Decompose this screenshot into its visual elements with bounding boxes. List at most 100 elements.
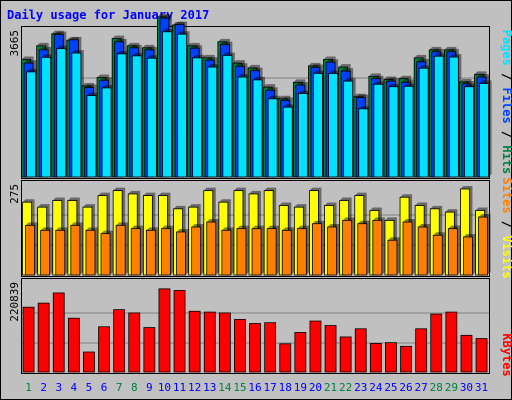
side-label-segment: /: [500, 66, 512, 88]
bar-kbytes-day-4: [67, 317, 80, 373]
bar-sites-day-4: [70, 224, 81, 276]
x-tick-label-8: 8: [131, 381, 138, 394]
bar-pages-day-4: [71, 52, 82, 178]
side-label-segment: Files: [500, 88, 512, 124]
x-tick-label-19: 19: [294, 381, 307, 394]
side-label-segment: Hits: [500, 145, 512, 174]
visits-sites-panel: 275 Sites / Visits: [8, 177, 512, 278]
x-axis-day-labels: 1 2 3 4 5 6 7 8 9 10 11 12 13 14 15 16 17 18 19 20 21 22 23 24 2…: [25, 381, 488, 394]
x-tick-label-20: 20: [309, 381, 322, 394]
bar-sites-day-5: [85, 229, 96, 276]
bar-kbytes-day-1: [22, 306, 35, 373]
bar-pages-day-18: [282, 106, 293, 178]
bar-pages-day-27: [418, 67, 429, 178]
x-tick-label-3: 3: [55, 381, 62, 394]
x-tick-label-4: 4: [71, 381, 78, 394]
bar-sites-day-18: [281, 229, 292, 276]
bar-pages-day-2: [41, 57, 52, 178]
side-label-segment: Visits: [500, 235, 512, 278]
x-tick-label-12: 12: [188, 381, 201, 394]
bar-pages-day-14: [222, 55, 233, 178]
x-tick-label-13: 13: [203, 381, 216, 394]
x-tick-label-24: 24: [369, 381, 383, 394]
bar-pages-day-21: [328, 73, 338, 178]
x-tick-label-17: 17: [264, 381, 277, 394]
kbytes-panel-side-label: KBytes: [500, 333, 512, 376]
x-tick-label-28: 28: [430, 381, 443, 394]
chart-title: Daily usage for January 2017: [7, 8, 209, 22]
bar-kbytes-day-19: [294, 332, 307, 373]
x-tick-label-14: 14: [218, 381, 232, 394]
bar-kbytes-day-8: [128, 312, 141, 373]
x-tick-label-15: 15: [233, 381, 246, 394]
bar-sites-day-2: [40, 229, 51, 276]
bar-sites-day-30: [463, 236, 473, 276]
bar-sites-day-9: [145, 229, 156, 276]
kbytes-panel-max-label: 220839: [8, 282, 21, 322]
bar-sites-day-6: [100, 233, 111, 276]
bar-kbytes-day-14: [218, 312, 231, 373]
bar-sites-day-1: [25, 224, 35, 276]
bar-sites-day-11: [176, 231, 186, 276]
x-tick-label-2: 2: [40, 381, 47, 394]
bar-sites-day-25: [387, 239, 398, 276]
bar-sites-day-23: [357, 223, 368, 276]
bar-pages-day-6: [101, 87, 112, 178]
side-label-segment: Pages: [500, 30, 512, 66]
x-tick-label-6: 6: [101, 381, 108, 394]
bar-sites-day-12: [191, 226, 202, 276]
bar-sites-day-27: [417, 226, 428, 276]
bar-kbytes-day-26: [400, 345, 412, 373]
bar-kbytes-day-24: [369, 343, 382, 373]
bar-pages-day-12: [192, 57, 203, 178]
bar-pages-day-10: [162, 31, 172, 178]
bar-sites-day-3: [55, 229, 66, 276]
bar-sites-day-19: [296, 228, 307, 276]
bar-pages-day-15: [237, 76, 248, 178]
side-label-segment: /: [500, 124, 512, 146]
bar-kbytes-day-30: [460, 334, 473, 373]
bar-kbytes-day-18: [279, 343, 292, 373]
bar-pages-day-26: [403, 85, 414, 178]
x-tick-label-26: 26: [399, 381, 412, 394]
bar-pages-day-16: [252, 79, 263, 178]
x-tick-label-22: 22: [339, 381, 352, 394]
bar-sites-day-8: [130, 228, 141, 276]
bar-pages-day-20: [313, 73, 323, 178]
bar-pages-day-11: [177, 33, 187, 178]
x-tick-label-16: 16: [248, 381, 261, 394]
bar-kbytes-day-5: [83, 351, 95, 373]
x-tick-label-9: 9: [146, 381, 153, 394]
side-label-segment: /: [500, 214, 512, 236]
x-tick-label-10: 10: [158, 381, 171, 394]
bar-pages-day-7: [116, 53, 127, 178]
bar-sites-day-14: [221, 229, 232, 276]
bar-pages-day-19: [297, 93, 308, 178]
x-tick-label-31: 31: [475, 381, 488, 394]
bar-kbytes-day-2: [37, 302, 50, 373]
bar-pages-day-30: [464, 86, 474, 178]
visits-panel-side-label: Sites / Visits: [500, 177, 512, 278]
bar-kbytes-day-28: [430, 313, 443, 373]
x-tick-label-21: 21: [324, 381, 337, 394]
x-tick-label-7: 7: [116, 381, 123, 394]
x-tick-label-23: 23: [354, 381, 367, 394]
bar-kbytes-day-31: [475, 338, 488, 373]
bar-sites-day-20: [312, 223, 322, 276]
x-tick-label-1: 1: [25, 381, 32, 394]
bar-kbytes-day-9: [143, 327, 156, 373]
bar-kbytes-day-23: [354, 328, 367, 373]
x-tick-label-18: 18: [279, 381, 292, 394]
bar-pages-day-31: [479, 83, 489, 178]
bar-kbytes-day-15: [234, 319, 246, 373]
bar-pages-day-24: [373, 83, 384, 178]
bar-kbytes-day-21: [324, 325, 337, 373]
hits-files-pages-panel: 3665 Pages / Files / Hits: [8, 13, 512, 179]
bar-kbytes-day-3: [52, 292, 65, 373]
x-tick-label-11: 11: [173, 381, 186, 394]
bar-kbytes-day-22: [339, 336, 352, 373]
bar-pages-day-3: [56, 48, 67, 178]
bar-pages-day-29: [448, 56, 459, 178]
bar-kbytes-day-17: [264, 322, 277, 373]
